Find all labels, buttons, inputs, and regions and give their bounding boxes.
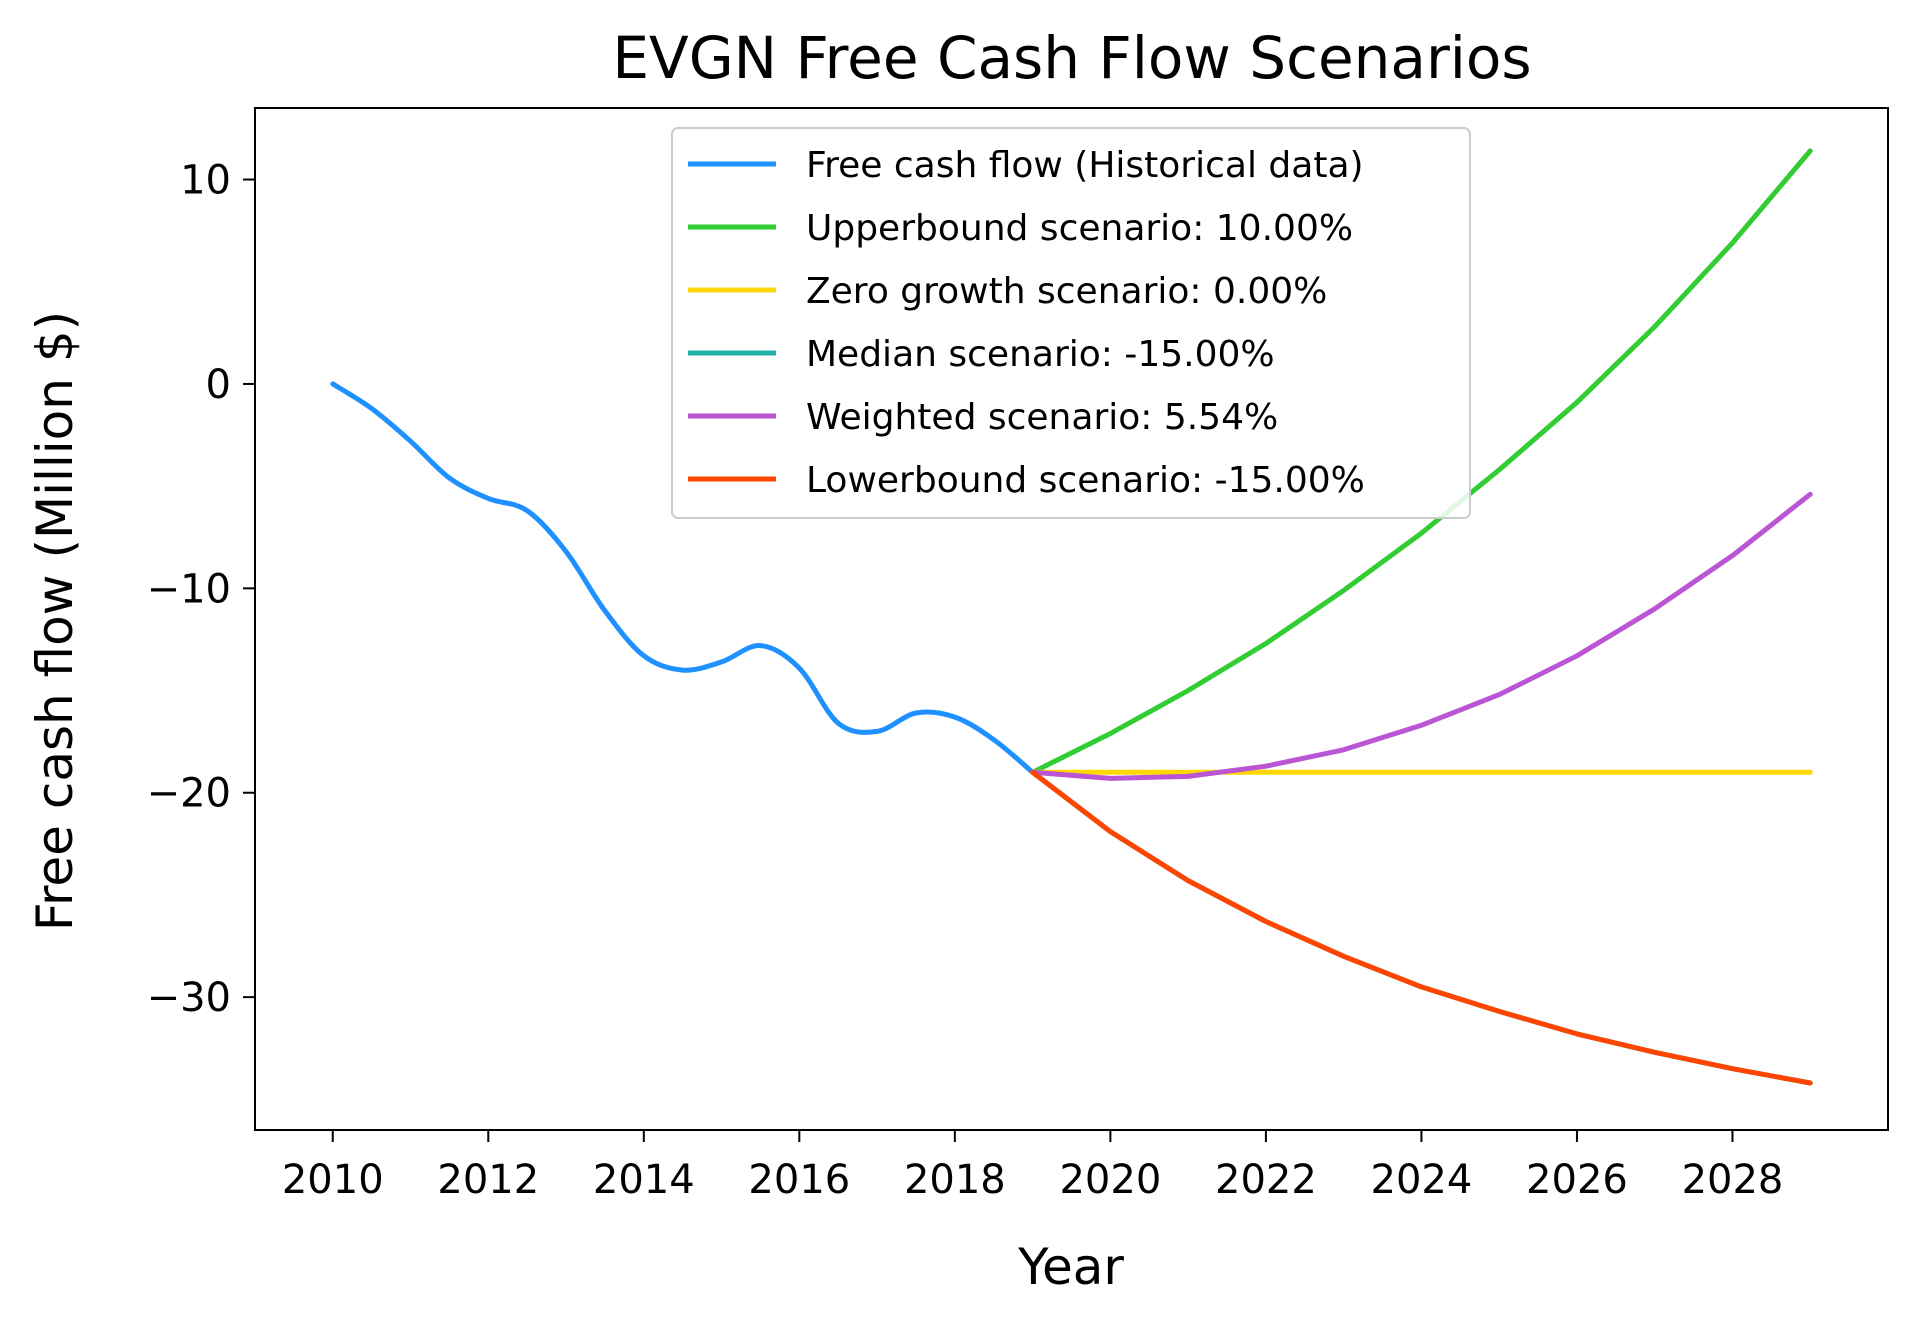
axes [254, 107, 1889, 1131]
legend-label: Lowerbound scenario: -15.00% [806, 460, 1365, 501]
x-tick-label: 2018 [904, 1157, 1006, 1203]
y-tick-label: 10 [180, 158, 231, 204]
plot-frame [254, 107, 1889, 1131]
legend-label: Median scenario: -15.00% [806, 334, 1275, 375]
ticks: 2010 2012 2014 2016 2018 2020 2022 2024 2026 2028… [147, 158, 1784, 1203]
series-line-1 [1030, 148, 1813, 775]
legend-box [671, 127, 1471, 519]
x-tick-label: 2026 [1526, 1157, 1628, 1203]
y-tick-label: −30 [147, 975, 231, 1021]
legend: Free cash flow (Historical data) Upperbou… [671, 127, 1471, 519]
x-tick-label: 2012 [437, 1157, 539, 1203]
x-tick-label: 2020 [1059, 1157, 1161, 1203]
legend-label: Weighted scenario: 5.54% [806, 397, 1278, 438]
legend-label: Free cash flow (Historical data) [806, 145, 1364, 186]
x-axis-label: Year [1017, 1238, 1124, 1296]
x-tick-label: 2028 [1682, 1157, 1784, 1203]
series-line-4 [1030, 491, 1813, 781]
x-tick-label: 2016 [748, 1157, 850, 1203]
legend-label: Zero growth scenario: 0.00% [806, 271, 1327, 312]
x-tick-label: 2022 [1215, 1157, 1317, 1203]
series-line-5 [1030, 769, 1813, 1086]
y-tick-label: 0 [206, 362, 231, 408]
plot-lines [330, 148, 1813, 1086]
y-tick-label: −10 [147, 566, 231, 612]
legend-label: Upperbound scenario: 10.00% [806, 208, 1353, 249]
y-tick-label: −20 [147, 771, 231, 817]
x-tick-label: 2014 [593, 1157, 695, 1203]
y-axis-label: Free cash flow (Million $) [26, 311, 84, 931]
x-tick-label: 2024 [1371, 1157, 1473, 1203]
x-tick-label: 2010 [282, 1157, 384, 1203]
series-line-0 [330, 381, 1036, 775]
chart-title: EVGN Free Cash Flow Scenarios [612, 24, 1531, 92]
